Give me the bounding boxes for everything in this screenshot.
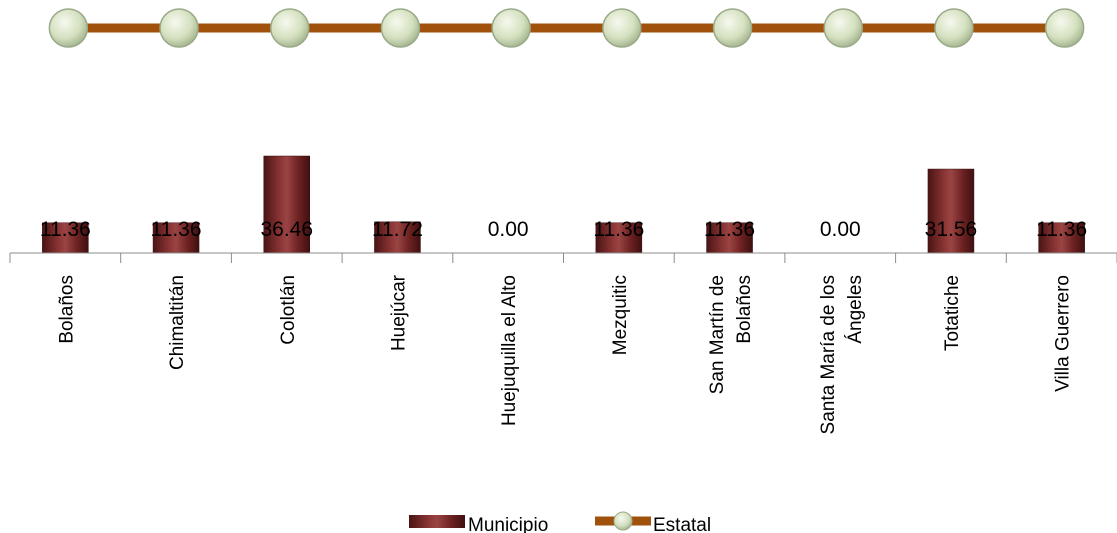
category-label-1: Chimaltitán — [167, 275, 188, 370]
data-label-7: 0.00 — [820, 218, 861, 241]
estatal-marker — [159, 8, 199, 48]
data-label-4: 0.00 — [488, 218, 529, 241]
category-label-7: Santa María de los — [818, 275, 839, 434]
bar-6 — [706, 222, 753, 254]
category-label-4: Huejuquilla el Alto — [499, 275, 520, 426]
legend-label-estatal: Estatal — [653, 515, 711, 533]
municipio-series — [42, 155, 1085, 254]
category-label-9: Villa Guerrero — [1053, 275, 1074, 392]
category-label-2: Colotlán — [278, 275, 299, 345]
estatal-marker — [380, 8, 421, 48]
legend-label-municipio: Municipio — [468, 515, 548, 533]
category-label-5: Mezquitic — [610, 275, 631, 355]
data-label-2: 36.46 — [260, 218, 313, 241]
estatal-marker — [712, 8, 753, 48]
estatal-marker — [1044, 8, 1085, 48]
legend: Municipio Estatal — [409, 511, 711, 533]
estatal-marker — [48, 8, 89, 48]
estatal-marker — [934, 8, 974, 48]
bar-5 — [595, 222, 643, 254]
legend-swatch-municipio — [409, 515, 465, 528]
data-label-8: 31.56 — [925, 218, 978, 241]
data-label-1: 11.36 — [151, 218, 202, 241]
bar-3 — [374, 221, 421, 254]
data-label-3: 11.72 — [372, 218, 423, 241]
estatal-marker — [602, 8, 642, 48]
category-label-7: Ángeles — [845, 275, 866, 344]
data-label-9: 11.36 — [1036, 218, 1087, 241]
data-label-0: 11.36 — [40, 218, 91, 241]
data-labels: 11.36 11.36 36.46 11.72 0.00 11.36 11.36 0.00 31… — [40, 218, 1087, 241]
estatal-series — [48, 8, 1085, 48]
category-label-6: San Martín de — [707, 275, 728, 394]
data-label-5: 11.36 — [593, 218, 644, 241]
category-label-8: Totatiche — [942, 275, 963, 351]
estatal-marker — [823, 8, 863, 48]
x-axis-ticks — [9, 253, 1117, 263]
bar-9 — [1038, 222, 1085, 254]
category-label-3: Huejúcar — [388, 274, 409, 351]
estatal-marker — [491, 8, 531, 48]
bar-8 — [927, 168, 975, 254]
category-label-0: Bolaños — [56, 275, 77, 344]
data-label-6: 11.36 — [704, 218, 755, 241]
bar-1 — [152, 222, 200, 254]
estatal-marker — [270, 8, 310, 48]
legend-swatch-estatal-marker — [613, 511, 633, 531]
category-labels: Bolaños Chimaltitán Colotlán Huejúcar Huejuq… — [56, 274, 1073, 434]
category-label-6: Bolaños — [734, 275, 755, 344]
